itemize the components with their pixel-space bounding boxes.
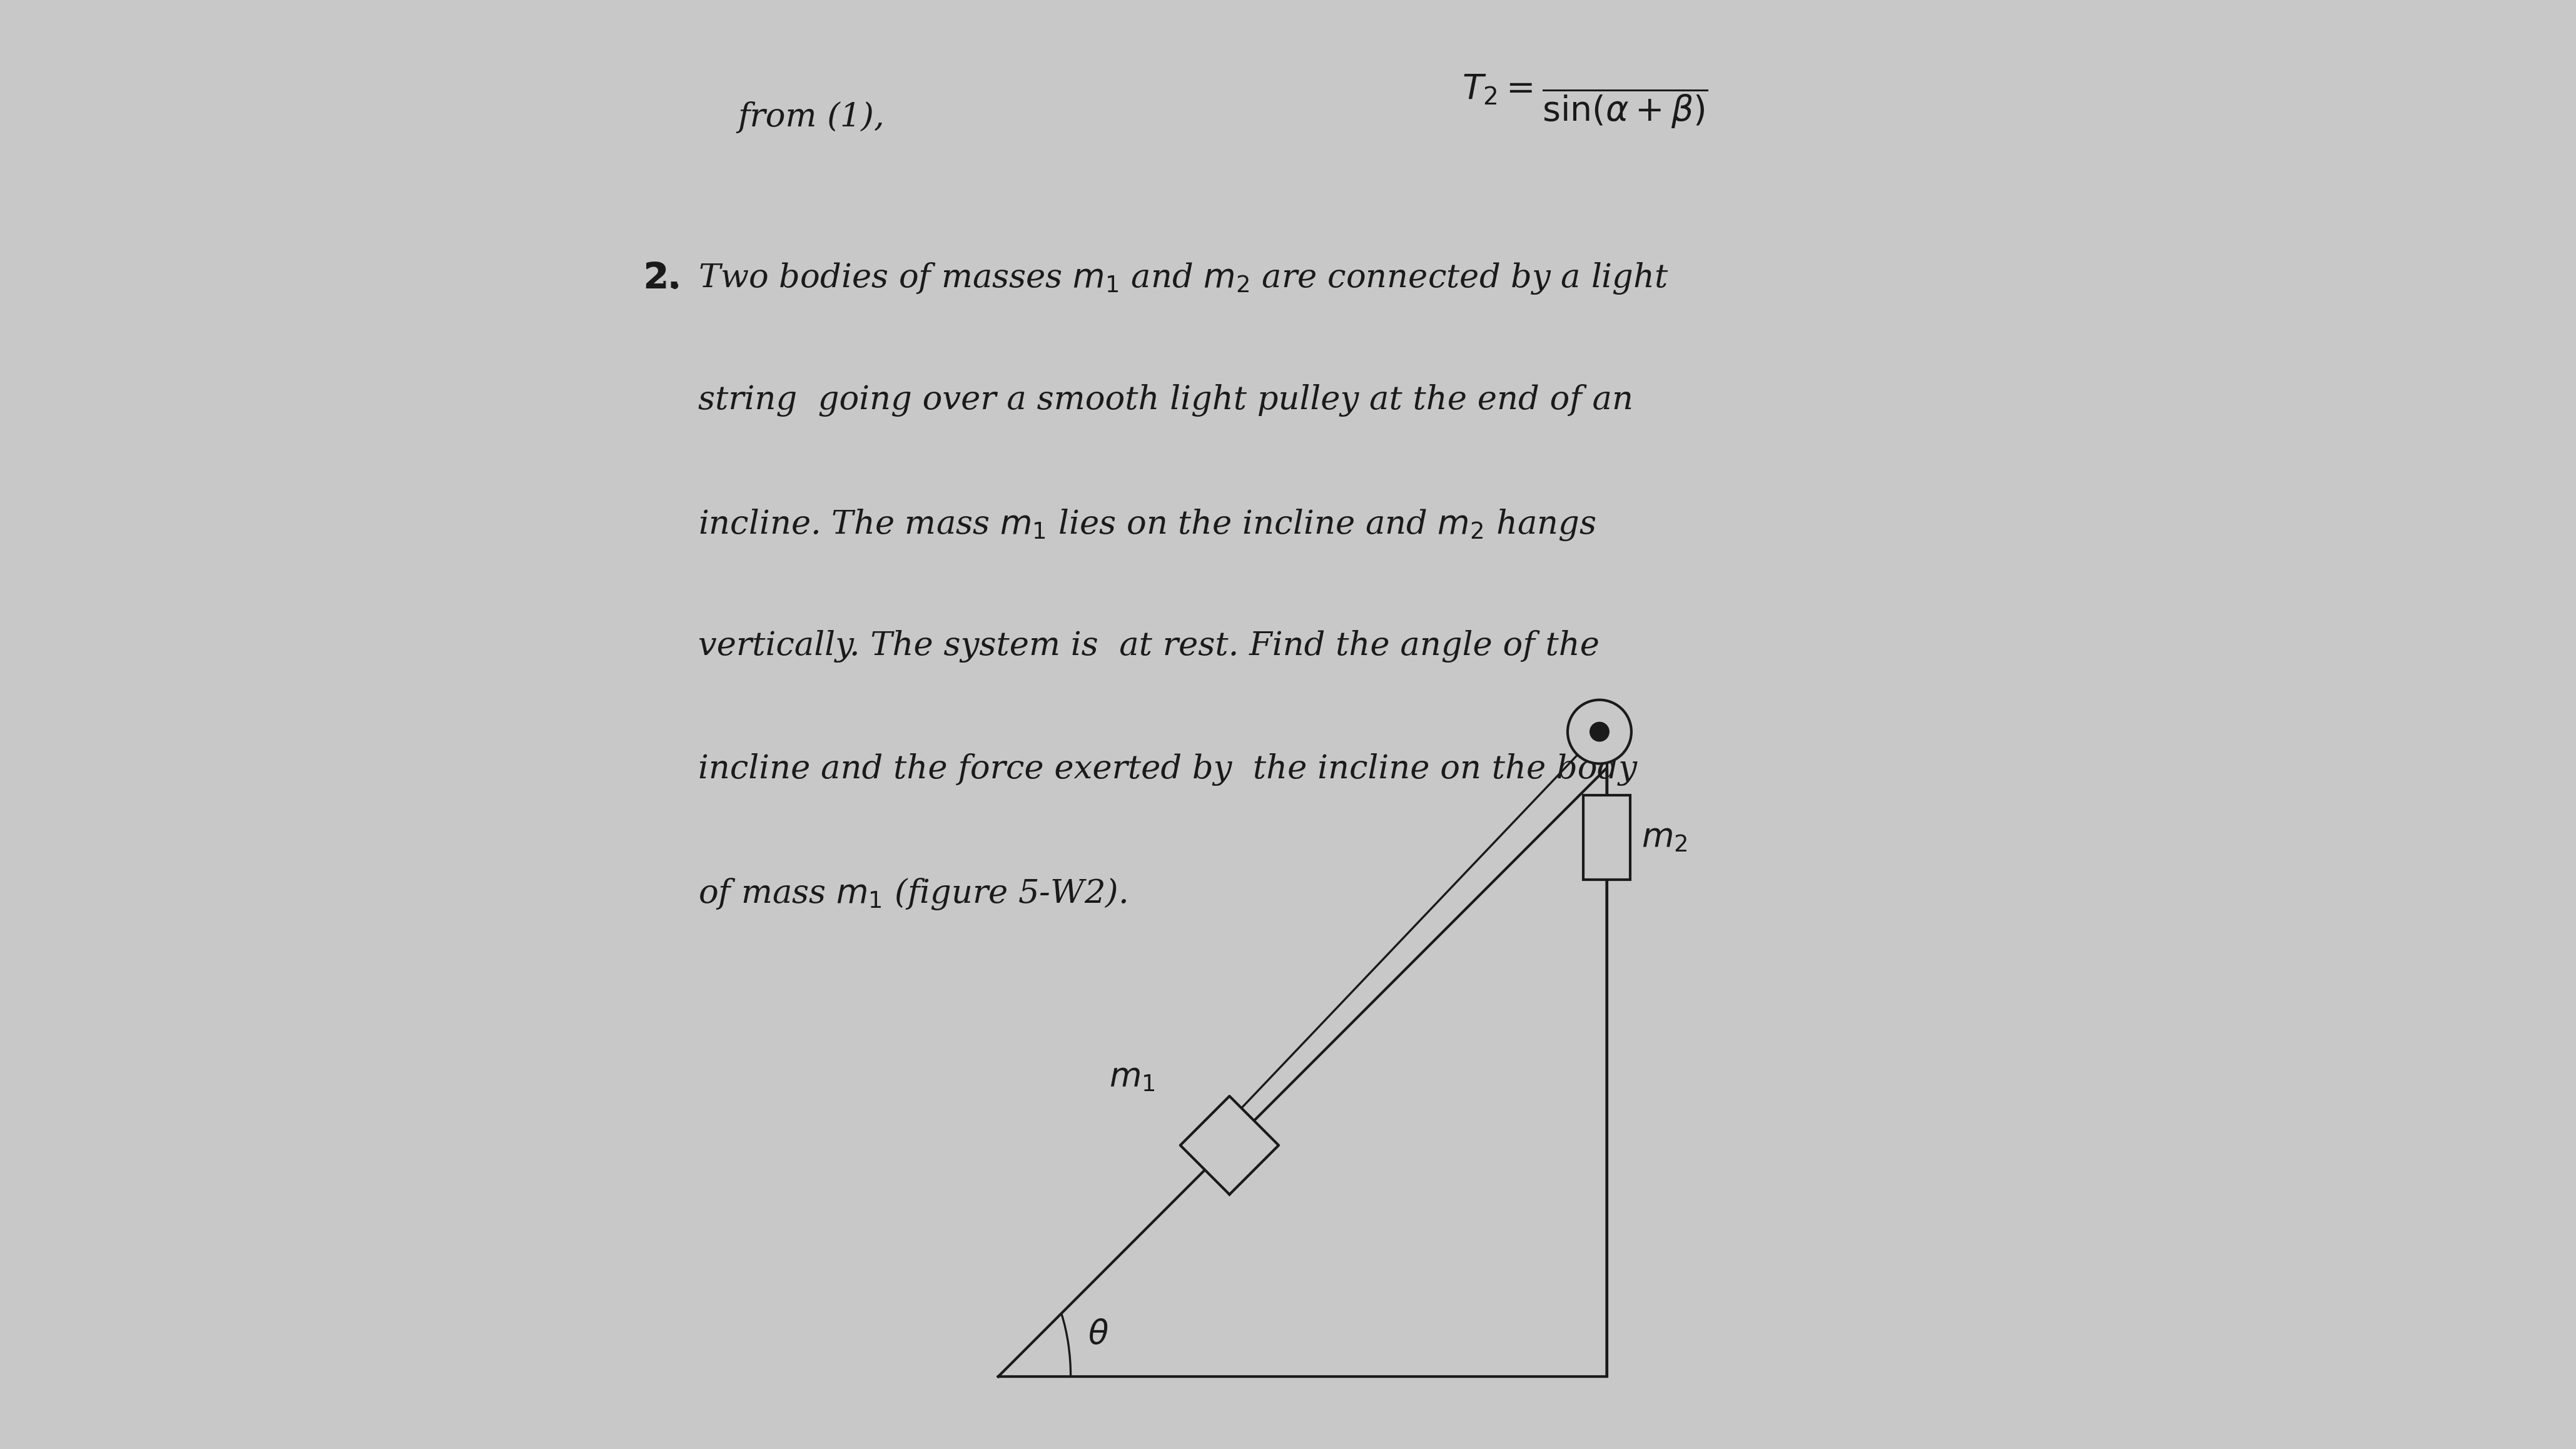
Text: $\theta$: $\theta$: [1087, 1319, 1108, 1350]
Text: $\mathbf{2.}$: $\mathbf{2.}$: [644, 261, 701, 296]
Text: $m_2$: $m_2$: [1641, 822, 1687, 853]
Text: incline. The mass $m_1$ lies on the incline and $m_2$ hangs: incline. The mass $m_1$ lies on the incl…: [698, 507, 1597, 542]
Circle shape: [1569, 700, 1631, 764]
Text: $T_2 = \dfrac{\qquad\qquad}{\sin(\alpha+\beta)}$: $T_2 = \dfrac{\qquad\qquad}{\sin(\alpha+…: [1461, 72, 1708, 130]
Text: of mass $m_1$ (figure 5-W2).: of mass $m_1$ (figure 5-W2).: [698, 877, 1128, 911]
Circle shape: [1589, 722, 1610, 742]
Polygon shape: [1180, 1095, 1278, 1194]
Text: 2.: 2.: [644, 261, 683, 296]
Text: Two bodies of masses $m_1$ and $m_2$ are connected by a light: Two bodies of masses $m_1$ and $m_2$ are…: [698, 261, 1669, 296]
Bar: [1584, 796, 1631, 880]
Text: string  going over a smooth light pulley at the end of an: string going over a smooth light pulley …: [698, 384, 1633, 416]
Text: from (1),: from (1),: [737, 101, 884, 133]
Text: vertically. The system is  at rest. Find the angle of the: vertically. The system is at rest. Find …: [698, 630, 1600, 662]
Text: incline and the force exerted by  the incline on the body: incline and the force exerted by the inc…: [698, 753, 1638, 785]
Text: $m_1$: $m_1$: [1110, 1061, 1154, 1093]
